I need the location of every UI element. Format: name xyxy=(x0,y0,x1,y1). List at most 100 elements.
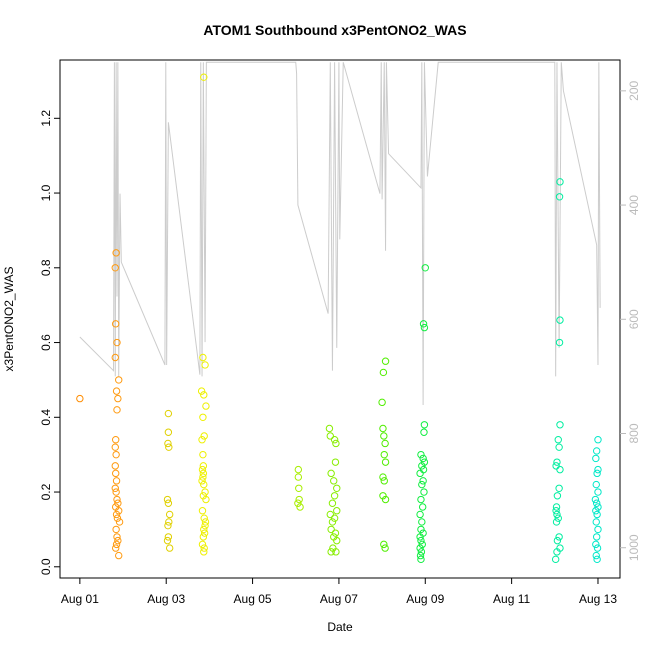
point xyxy=(591,495,600,504)
point xyxy=(111,436,120,444)
point xyxy=(200,73,208,81)
point xyxy=(594,465,602,474)
y-tick-label: 0.8 xyxy=(39,259,53,276)
point xyxy=(199,450,207,459)
y-tick-label: 0.2 xyxy=(39,483,53,500)
point xyxy=(556,178,564,186)
point xyxy=(114,536,122,545)
point xyxy=(112,540,121,549)
point xyxy=(296,503,304,511)
point xyxy=(556,465,564,474)
point xyxy=(200,391,208,399)
y2-tick-label: 800 xyxy=(627,423,641,443)
point xyxy=(555,338,564,347)
point xyxy=(294,473,303,481)
point xyxy=(201,521,209,530)
point xyxy=(111,484,119,493)
chart-title: ATOM1 Southbound x3PentONO2_WAS xyxy=(203,22,466,38)
point xyxy=(113,514,122,522)
point xyxy=(552,503,561,511)
point xyxy=(592,454,600,463)
point xyxy=(379,424,387,433)
point xyxy=(594,436,602,444)
y2-tick-label: 200 xyxy=(627,81,641,101)
x-tick-label: Aug 05 xyxy=(234,592,272,606)
point xyxy=(553,510,561,519)
point xyxy=(592,480,600,489)
point xyxy=(380,477,388,485)
point xyxy=(416,510,424,519)
point xyxy=(417,525,425,534)
point xyxy=(198,477,206,485)
point xyxy=(418,503,427,511)
point xyxy=(333,484,341,493)
point xyxy=(200,480,208,489)
point xyxy=(551,555,560,564)
point xyxy=(201,361,209,369)
point xyxy=(113,533,121,541)
point xyxy=(331,458,340,466)
point xyxy=(201,488,209,496)
point xyxy=(594,525,602,534)
point xyxy=(418,480,426,489)
point xyxy=(594,503,602,511)
point xyxy=(420,323,429,332)
point xyxy=(327,525,335,534)
point xyxy=(199,492,208,500)
point xyxy=(294,465,303,474)
point xyxy=(593,469,601,478)
point xyxy=(112,525,120,534)
point xyxy=(417,495,425,504)
point xyxy=(114,394,122,403)
x-axis-label: Date xyxy=(327,620,353,634)
point xyxy=(164,409,173,418)
point xyxy=(556,421,564,429)
point xyxy=(381,357,390,365)
point xyxy=(379,473,387,481)
point xyxy=(419,465,428,474)
y-tick-label: 0.0 xyxy=(39,558,53,575)
point xyxy=(592,533,601,541)
point xyxy=(113,495,121,504)
point xyxy=(112,450,120,459)
point xyxy=(552,507,560,515)
y-tick-label: 1.2 xyxy=(39,110,53,127)
point xyxy=(593,555,601,564)
point xyxy=(201,518,210,526)
y-axis-label: x3PentONO2_WAS xyxy=(2,267,16,372)
point xyxy=(420,428,428,436)
point xyxy=(417,450,425,459)
point xyxy=(555,533,563,541)
point xyxy=(111,353,119,362)
point xyxy=(115,507,123,515)
point xyxy=(417,536,425,545)
point xyxy=(333,536,341,545)
point xyxy=(331,529,340,537)
point xyxy=(380,450,388,459)
line xyxy=(79,61,601,405)
point xyxy=(592,499,601,507)
point xyxy=(199,353,207,362)
point xyxy=(380,540,388,549)
point xyxy=(200,514,208,522)
point xyxy=(381,439,389,448)
point xyxy=(333,507,341,515)
point xyxy=(418,540,426,549)
y2-tick-label: 400 xyxy=(627,195,641,215)
point xyxy=(198,465,207,474)
point xyxy=(111,320,120,328)
point xyxy=(381,495,390,504)
point xyxy=(419,477,427,485)
point xyxy=(115,551,123,560)
point xyxy=(112,249,120,257)
point xyxy=(330,492,339,500)
point xyxy=(113,406,121,414)
point xyxy=(200,544,208,552)
point xyxy=(328,499,337,507)
x-tick-label: Aug 13 xyxy=(579,592,617,606)
point xyxy=(378,398,386,407)
point xyxy=(332,439,340,448)
point xyxy=(553,492,562,500)
y2-tick-label: 600 xyxy=(627,309,641,329)
